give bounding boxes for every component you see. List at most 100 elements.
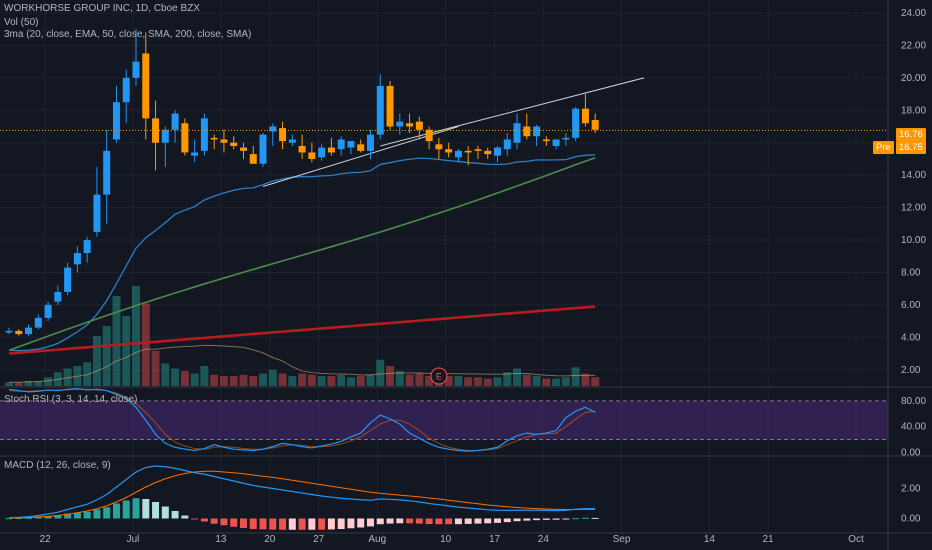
macd-histogram-bar (591, 517, 599, 519)
candle-body (494, 147, 501, 156)
candle-body (376, 85, 384, 135)
candle-body (435, 144, 443, 150)
time-tick-label: 17 (489, 534, 501, 545)
volume-bar (552, 378, 561, 386)
macd-histogram-bar (73, 512, 81, 519)
time-tick-label: 27 (313, 534, 325, 545)
candle-body (503, 139, 511, 150)
time-tick-label: 20 (264, 534, 276, 545)
earnings-marker-circle (430, 367, 448, 385)
volume-bar (180, 371, 189, 386)
candle-body (581, 108, 589, 124)
volume-bar (376, 359, 385, 386)
stoch-rsi-label: Stoch RSI (3, 3, 14, 14, close) (4, 394, 138, 405)
macd-histogram-bar (161, 506, 169, 519)
volume-bar (24, 381, 33, 386)
macd-histogram-bar (406, 518, 414, 524)
volume-bar (278, 373, 287, 386)
volume-bar (63, 368, 72, 386)
volume-bar (591, 377, 600, 386)
candle-body (93, 194, 101, 232)
macd-histogram-bar (103, 507, 111, 519)
candle-body (572, 108, 580, 138)
macd-histogram-bar (347, 518, 355, 529)
volume-bar (288, 376, 297, 386)
volume-bar (200, 366, 209, 386)
candle-body (366, 134, 374, 151)
volume-bar (249, 376, 258, 386)
candle-body (152, 118, 160, 143)
candle-body (230, 142, 238, 146)
volume-bar (454, 376, 463, 386)
candle-body (239, 147, 247, 151)
volume-bar (14, 382, 23, 386)
macd-histogram-bar (200, 518, 208, 522)
macd-histogram-bar (64, 513, 72, 519)
candle-body (5, 330, 13, 333)
candle-body (279, 128, 287, 142)
candle-body (122, 77, 130, 103)
candle-body (552, 139, 560, 146)
candle-body (445, 149, 453, 153)
time-tick-label: 13 (215, 534, 227, 545)
candle-body (562, 137, 570, 140)
volume-bar (561, 377, 570, 386)
candle-body (259, 134, 267, 164)
candle-body (396, 121, 404, 127)
moving-averages-label: 3ma (20, close, EMA, 50, close, SMA, 200… (4, 29, 252, 40)
candle-body (64, 267, 72, 292)
volume-bar (219, 376, 228, 386)
macd-histogram-bar (552, 518, 560, 520)
candle-body (112, 102, 120, 140)
macd-histogram-bar (269, 518, 277, 530)
volume-bar (571, 367, 580, 386)
macd-histogram-bar (191, 518, 199, 520)
macd-histogram-bar (152, 502, 160, 519)
sma-200-line (8, 305, 596, 355)
macd-histogram-bar (376, 518, 384, 525)
macd-label: MACD (12, 26, close, 9) (4, 460, 111, 471)
volume-bar (161, 363, 170, 386)
candle-body (513, 123, 521, 143)
volume-bar (259, 373, 268, 386)
last-price-tag: 16.76 (896, 128, 926, 141)
candle-body (161, 129, 169, 143)
sma-50-line (8, 156, 596, 352)
macd-histogram-bar (533, 518, 541, 521)
macd-histogram-bar (259, 518, 267, 530)
volume-bar (483, 378, 492, 386)
volume-bar (122, 316, 131, 386)
volume-bar (532, 376, 541, 386)
candle-body (103, 150, 111, 195)
candle-body (44, 304, 52, 318)
volume-bar (239, 374, 248, 386)
macd-histogram-bar (122, 500, 130, 519)
candle-body (386, 85, 394, 127)
candle-body (484, 150, 492, 155)
pre-market-price-tag: 16.75 (896, 141, 926, 154)
pre-market-badge: Pre (873, 141, 894, 154)
macd-histogram-bar (523, 518, 531, 521)
candle-body (298, 145, 306, 153)
volume-bar (112, 296, 121, 386)
macd-histogram-bar (249, 518, 257, 529)
macd-histogram-bar (581, 517, 589, 519)
volume-bar (473, 377, 482, 386)
price-tick-label: 18.00 (901, 105, 926, 116)
time-tick-label: 14 (704, 534, 716, 545)
volume-bar (132, 286, 141, 386)
macd-histogram-bar (445, 518, 453, 525)
macd-histogram-bar (5, 518, 13, 520)
macd-histogram-bar (181, 515, 189, 519)
macd-histogram-bar (357, 518, 365, 528)
price-tick-label: 6.00 (901, 300, 921, 311)
volume-bar (44, 377, 53, 386)
volume-bar (317, 376, 326, 386)
macd-histogram-bar (25, 517, 33, 519)
candle-body (25, 327, 33, 335)
stoch-tick-label: 80.00 (901, 396, 926, 407)
macd-histogram-bar (83, 511, 91, 519)
volume-bar (425, 376, 434, 386)
volume-label: Vol (50) (4, 17, 39, 28)
